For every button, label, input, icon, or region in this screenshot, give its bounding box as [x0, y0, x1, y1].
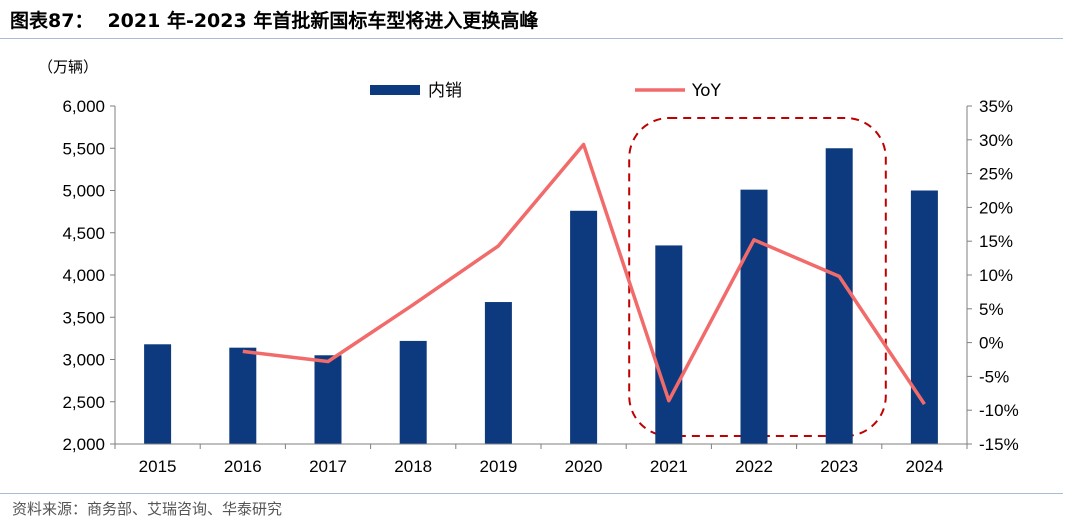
- source-divider: [0, 493, 1063, 494]
- x-tick-label: 2017: [309, 457, 347, 476]
- bar-2022: [740, 189, 768, 444]
- y-left-tick-label: 6,000: [62, 97, 105, 116]
- x-tick-label: 2015: [139, 457, 177, 476]
- bar-2017: [314, 355, 342, 444]
- bar-2015: [144, 344, 172, 444]
- bar-2019: [484, 302, 512, 444]
- x-tick-label: 2023: [820, 457, 858, 476]
- bar-2023: [825, 148, 853, 444]
- figure-title-text: 2021 年-2023 年首批新国标车型将进入更换高峰: [107, 10, 539, 32]
- y-right-tick-label: 0%: [979, 334, 1004, 353]
- y-left-tick-label: 4,500: [62, 224, 105, 243]
- legend: 内销 YoY: [370, 81, 722, 101]
- y-right-tick-label: -15%: [979, 435, 1019, 454]
- bar-2016: [229, 347, 257, 444]
- y-left-unit-label: （万辆）: [38, 58, 98, 76]
- figure-label: 图表87：: [10, 10, 94, 32]
- bar-2024: [910, 190, 938, 444]
- y-right-tick-label: -10%: [979, 401, 1019, 420]
- y-right-tick-label: 20%: [979, 198, 1013, 217]
- y-left-tick-label: 3,500: [62, 308, 105, 327]
- x-tick-label: 2024: [905, 457, 943, 476]
- y-left-tick-label: 2,000: [62, 435, 105, 454]
- y-right-tick-label: 15%: [979, 232, 1013, 251]
- legend-bar-label: 内销: [428, 81, 462, 101]
- y-left-tick-label: 2,500: [62, 393, 105, 412]
- y-right-tick-label: -5%: [979, 367, 1009, 386]
- title-divider: [0, 38, 1063, 39]
- y-right-tick-label: 5%: [979, 300, 1004, 319]
- bar-series: [144, 148, 938, 444]
- x-tick-label: 2021: [650, 457, 688, 476]
- x-tick-label: 2019: [479, 457, 517, 476]
- bar-2020: [570, 210, 598, 444]
- line-series: [242, 142, 926, 406]
- axes: 2,000 2,500 3,000 3,500 4,000 4,500 5,000 5,500…: [62, 97, 1018, 476]
- source-note: 资料来源：商务部、艾瑞咨询、华泰研究: [12, 500, 283, 518]
- y-right-tick-label: 30%: [979, 131, 1013, 150]
- y-right-tick-label: 10%: [979, 266, 1013, 285]
- legend-line-label: YoY: [691, 81, 722, 101]
- y-right-tick-label: 35%: [979, 97, 1013, 116]
- x-tick-label: 2016: [224, 457, 262, 476]
- y-left-tick-label: 5,000: [62, 182, 105, 201]
- x-tick-label: 2022: [735, 457, 773, 476]
- x-tick-label: 2020: [565, 457, 603, 476]
- legend-bar-swatch: [370, 85, 420, 95]
- figure-title: 图表87： 2021 年-2023 年首批新国标车型将进入更换高峰: [10, 6, 538, 33]
- y-left-tick-label: 4,000: [62, 266, 105, 285]
- bar-2018: [399, 340, 427, 444]
- x-tick-label: 2018: [394, 457, 432, 476]
- bar-2021: [655, 245, 683, 444]
- y-left-tick-label: 5,500: [62, 139, 105, 158]
- y-right-tick-label: 25%: [979, 165, 1013, 184]
- y-left-tick-label: 3,000: [62, 351, 105, 370]
